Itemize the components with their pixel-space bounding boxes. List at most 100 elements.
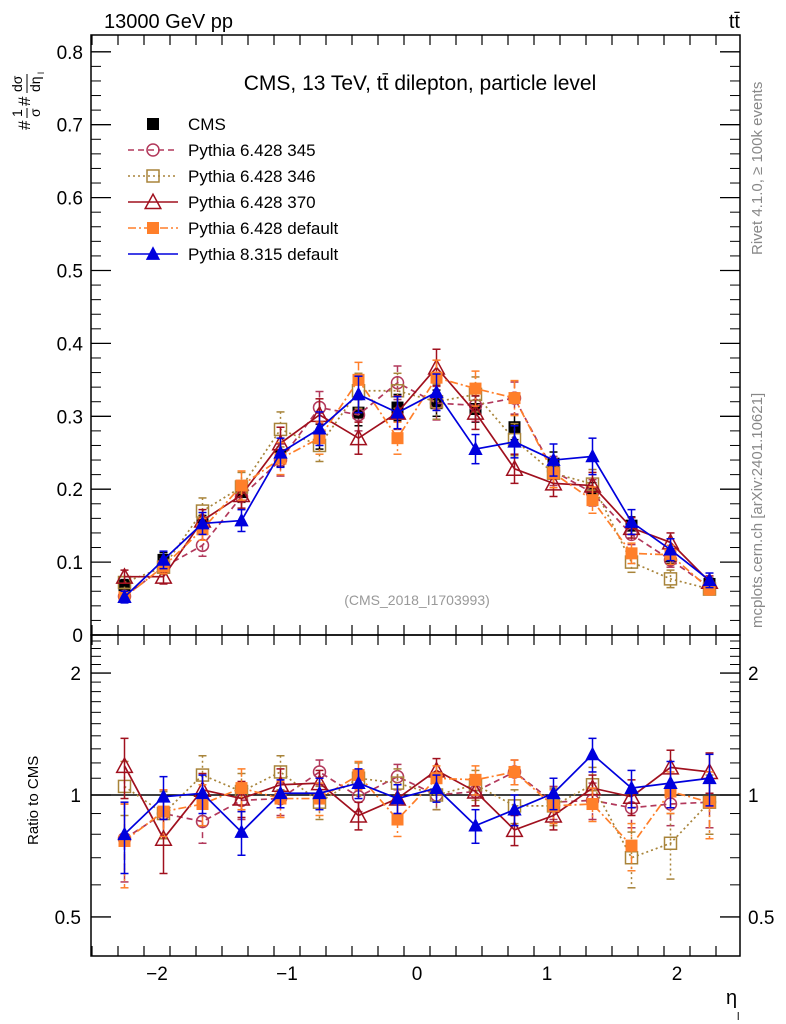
main-y-axis-label: # 1 σ # dσ dη l	[9, 72, 46, 130]
data-point	[154, 829, 173, 846]
svg-text:1: 1	[9, 109, 25, 117]
series-pythia-6-428-346	[117, 372, 717, 596]
chart-title: CMS, 13 TeV, tt̄ dilepton, particle leve…	[244, 72, 597, 95]
ratio-y-tick-label: 1	[70, 786, 81, 807]
x-tick-label: 0	[412, 964, 423, 985]
legend-item: Pythia 8.315 default	[128, 245, 339, 264]
data-point	[468, 817, 483, 832]
svg-text:η: η	[726, 987, 737, 1009]
series-line	[124, 366, 711, 583]
data-point	[546, 452, 561, 466]
data-point	[195, 814, 210, 829]
main-axis-ticks: 0 0.1 0.2 0.3 0.4 0.5 0.6 0.7 0.8	[57, 35, 740, 647]
beam-label: 13000 GeV pp	[104, 11, 233, 33]
data-point	[468, 441, 483, 455]
analysis-watermark: (CMS_2018_I1703993)	[344, 592, 490, 608]
data-point	[586, 798, 599, 811]
y-tick-label: 0.6	[57, 189, 83, 210]
legend-item: Pythia 6.428 346	[128, 167, 316, 186]
svg-text:l: l	[36, 72, 46, 74]
data-point	[117, 589, 132, 603]
data-point	[507, 801, 522, 816]
legend-marker-icon	[146, 169, 160, 183]
data-point	[156, 552, 171, 566]
series-line	[123, 765, 710, 841]
legend-item: Pythia 6.428 default	[128, 219, 339, 238]
ratio-y-tick-label: 0.5	[55, 908, 81, 929]
y-tick-label: 0.1	[57, 553, 83, 574]
data-point	[391, 432, 404, 445]
data-point	[232, 485, 251, 503]
process-label: tt̄	[729, 11, 741, 33]
data-point	[390, 404, 405, 419]
legend-label: Pythia 6.428 345	[188, 141, 316, 160]
data-point	[349, 428, 368, 446]
data-point	[663, 836, 678, 851]
data-point	[234, 824, 249, 838]
data-point	[508, 392, 521, 405]
data-point	[117, 826, 132, 841]
data-point	[429, 384, 444, 399]
legend-label: Pythia 6.428 default	[188, 219, 339, 238]
data-point	[702, 770, 717, 785]
svg-text:l: l	[737, 1011, 739, 1023]
data-point	[351, 386, 366, 401]
legend-label: Pythia 6.428 346	[188, 167, 316, 186]
data-point	[663, 541, 678, 556]
svg-text:σ: σ	[27, 108, 43, 117]
mcplots-label: mcplots.cern.ch [arXiv:2401.10621]	[749, 393, 766, 628]
data-point	[273, 785, 288, 800]
legend-marker-icon	[145, 246, 161, 260]
data-point	[544, 474, 563, 491]
data-point	[466, 403, 485, 420]
legend: CMS Pythia 6.428 345 Pythia 6.428 346 Pythi…	[128, 115, 339, 264]
ratio-y-tick-label: 2	[70, 664, 81, 685]
series-pythia-6-428-default	[118, 759, 716, 889]
data-point	[312, 420, 327, 435]
data-point	[390, 790, 405, 805]
svg-text:dη: dη	[27, 76, 43, 92]
series-line	[123, 391, 711, 598]
data-point	[624, 780, 639, 794]
data-point	[624, 514, 639, 528]
data-point	[585, 746, 600, 761]
data-point	[195, 515, 210, 530]
data-point	[505, 459, 524, 477]
y-tick-label: 0.4	[57, 334, 84, 355]
x-tick-label: −1	[276, 964, 298, 985]
data-point	[349, 806, 368, 823]
data-point	[585, 448, 600, 463]
legend-marker-icon	[147, 118, 159, 130]
legend-item: Pythia 6.428 370	[128, 192, 316, 212]
data-point	[235, 479, 248, 492]
data-point	[156, 788, 171, 803]
data-point	[391, 813, 404, 826]
ratio-y-tick-label-right: 1	[748, 786, 759, 807]
data-point	[115, 567, 134, 584]
y-tick-label: 0	[72, 626, 83, 647]
data-point	[154, 567, 173, 584]
y-tick-label: 0.7	[57, 116, 83, 137]
legend-label: Pythia 6.428 370	[188, 193, 316, 212]
y-tick-label: 0.3	[57, 407, 83, 428]
data-point	[115, 756, 134, 774]
x-axis-label: η l	[726, 987, 739, 1023]
data-point	[195, 785, 210, 800]
legend-marker-icon	[143, 192, 163, 210]
data-point	[625, 839, 638, 852]
data-point	[663, 572, 678, 586]
x-tick-label: 1	[542, 964, 553, 985]
rivet-label: Rivet 4.1.0, ≥ 100k events	[749, 82, 766, 255]
data-point	[663, 775, 678, 789]
data-point	[546, 785, 561, 800]
data-point	[466, 782, 485, 799]
data-point	[273, 444, 288, 459]
legend-label: CMS	[188, 115, 226, 134]
ratio-axis-ticks: 0.5 0.5 1 1 2 2 −2 −1 0 1 2	[55, 635, 774, 985]
ratio-y-axis-label: Ratio to CMS	[25, 756, 42, 845]
series-pythia-8-315-default	[117, 737, 717, 875]
ratio-series-group	[115, 737, 719, 889]
data-point	[351, 775, 366, 789]
legend-item: Pythia 6.428 345	[128, 141, 316, 160]
